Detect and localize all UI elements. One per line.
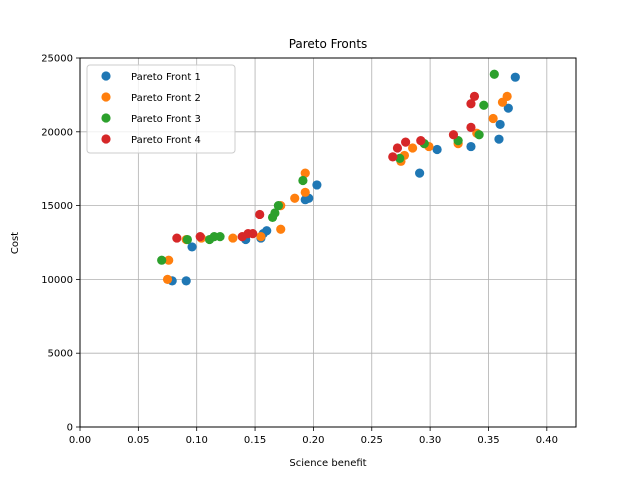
data-point (312, 180, 322, 190)
data-point (395, 153, 405, 163)
legend-label: Pareto Front 4 (131, 135, 201, 146)
data-point (510, 72, 520, 82)
data-point (466, 122, 476, 132)
legend-label: Pareto Front 1 (131, 72, 201, 83)
data-points (157, 69, 520, 286)
data-point (276, 224, 286, 234)
series-3-points (157, 69, 499, 265)
x-tick-label: 0.30 (419, 435, 441, 446)
data-point (290, 193, 300, 203)
data-point (489, 69, 499, 79)
data-point (448, 130, 459, 140)
legend-label: Pareto Front 3 (131, 114, 201, 125)
data-point (248, 229, 258, 239)
data-point (187, 242, 197, 252)
x-tick-label: 0.10 (186, 435, 208, 446)
data-point (503, 103, 513, 113)
data-point (494, 134, 504, 144)
data-point (270, 208, 280, 218)
legend: Pareto Front 1 Pareto Front 2 Pareto Front… (86, 64, 236, 154)
legend-marker (101, 134, 111, 144)
x-tick-label: 0.20 (302, 435, 324, 446)
data-point (408, 143, 418, 153)
x-tick-label: 0.40 (536, 435, 558, 446)
x-tick-label: 0.00 (69, 435, 91, 446)
x-axis-ticks: 0.00 0.05 0.10 0.15 0.20 0.25 0.30 0.35 0.40 (69, 427, 558, 446)
data-point (215, 231, 225, 242)
x-axis-title: Science benefit (289, 458, 366, 469)
data-point (255, 209, 265, 220)
data-point (392, 143, 403, 153)
data-point (466, 99, 476, 109)
data-point (502, 91, 512, 101)
data-point (182, 234, 192, 245)
chart-title: Pareto Fronts (289, 37, 368, 51)
data-point (181, 276, 191, 286)
legend-marker (101, 113, 111, 123)
data-point (164, 255, 174, 265)
y-tick-label: 10000 (41, 275, 73, 286)
legend-marker (101, 71, 111, 81)
y-tick-label: 20000 (41, 127, 73, 138)
data-point (469, 91, 480, 101)
legend-label: Pareto Front 2 (131, 93, 201, 104)
series-4-points (172, 91, 480, 243)
x-tick-label: 0.05 (127, 435, 149, 446)
data-point (256, 231, 266, 242)
data-point (195, 231, 205, 242)
data-point (157, 255, 167, 265)
data-point (466, 141, 476, 152)
data-point (474, 130, 484, 140)
y-tick-label: 15000 (41, 201, 73, 212)
data-point (416, 136, 426, 146)
data-point (401, 137, 411, 147)
x-tick-label: 0.25 (361, 435, 383, 446)
data-point (415, 168, 425, 178)
x-tick-label: 0.35 (477, 435, 499, 446)
y-axis-ticks: 0 5000 10000 15000 20000 25000 (41, 54, 80, 434)
data-point (273, 201, 283, 211)
data-point (495, 119, 505, 130)
data-point (300, 168, 310, 178)
data-point (479, 100, 489, 110)
data-point (432, 144, 442, 155)
y-tick-label: 0 (67, 423, 73, 434)
data-point (388, 152, 398, 162)
data-point (488, 113, 498, 124)
x-tick-label: 0.15 (244, 435, 266, 446)
data-point (228, 233, 238, 243)
legend-box (86, 64, 236, 154)
y-tick-label: 25000 (41, 54, 73, 65)
y-tick-label: 5000 (48, 349, 73, 360)
data-point (300, 187, 310, 197)
data-point (162, 274, 173, 284)
y-axis-title: Cost (10, 232, 21, 254)
legend-marker (101, 92, 111, 102)
data-point (298, 175, 308, 186)
plot-frame (79, 57, 577, 428)
data-point (172, 233, 182, 243)
series-1-points (167, 72, 520, 286)
data-point (262, 226, 272, 236)
